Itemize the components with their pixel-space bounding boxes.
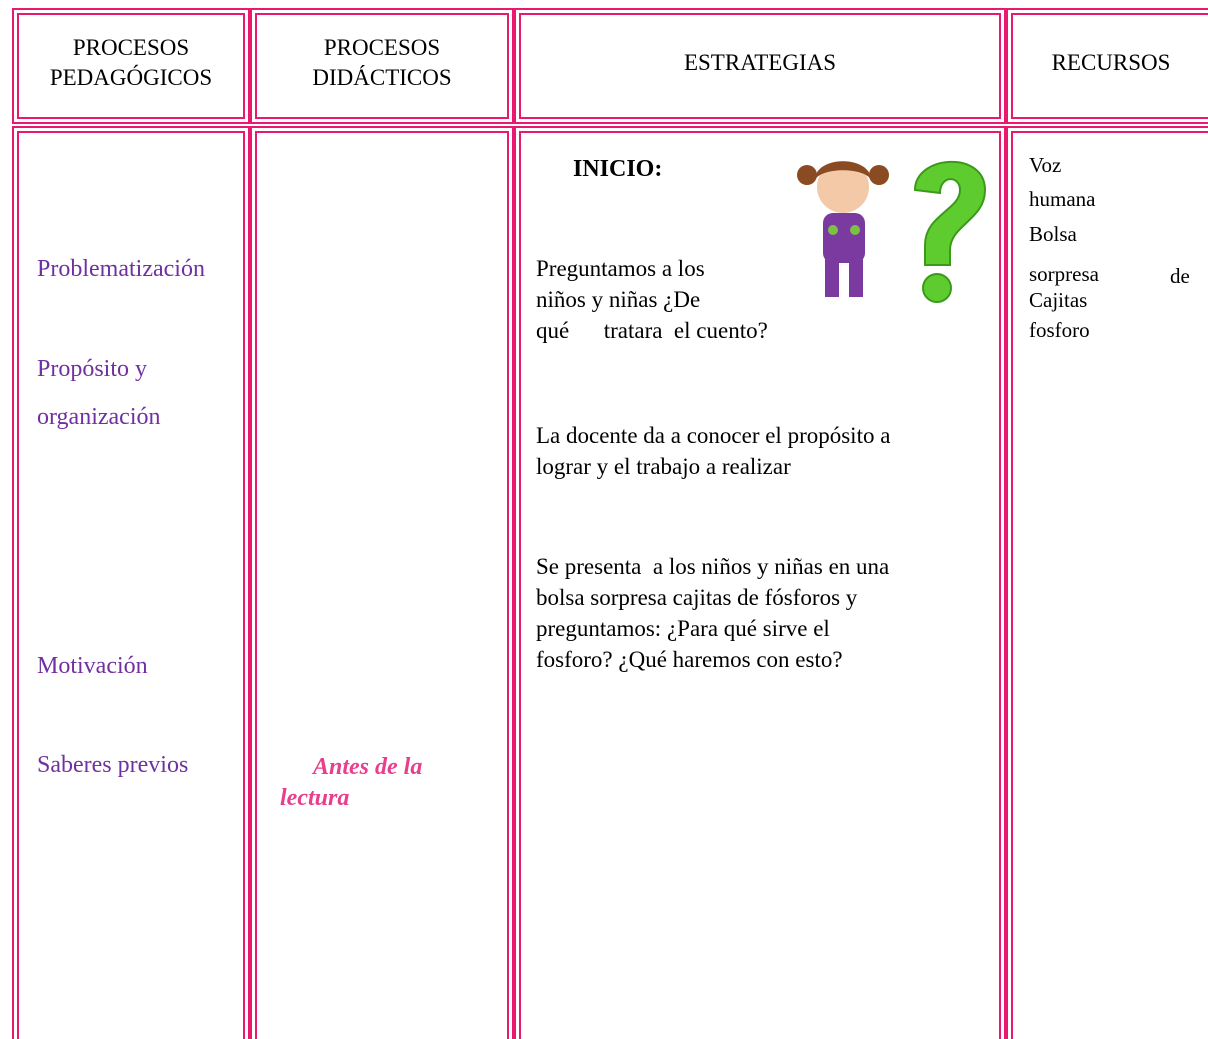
strategy-text: lograr y el trabajo a realizar [536, 454, 791, 479]
resource-text: Voz [1029, 153, 1062, 177]
header-text: PROCESOS [323, 35, 441, 60]
strategy-text: fosforo? ¿Qué haremos con esto? [536, 647, 843, 672]
process-label: Antes de la [313, 754, 423, 780]
header-text: RECURSOS [1051, 50, 1171, 75]
resource-text: fosforo [1029, 318, 1090, 342]
strategy-text: La docente da a conocer el propósito a [536, 423, 891, 448]
resource-text: Bolsa [1029, 222, 1077, 246]
resource-text: humana [1029, 187, 1096, 211]
header-text: ESTRATEGIAS [683, 50, 837, 75]
process-label: Motivación [37, 653, 148, 679]
question-illustration [797, 160, 987, 303]
process-label: Problematización [37, 256, 205, 282]
strategy-text: Preguntamos a los [536, 256, 705, 281]
resource-text: de [1170, 264, 1190, 288]
resource-text: Cajitas [1029, 288, 1088, 312]
process-label: Saberes previos [37, 752, 189, 778]
body-cell [12, 126, 250, 1039]
body-cell [1006, 126, 1208, 1039]
resource-text: sorpresa [1029, 262, 1099, 286]
header-cell [250, 8, 514, 124]
strategy-text: bolsa sorpresa cajitas de fósforos y [536, 585, 858, 610]
body-cell [514, 126, 1006, 1039]
section-heading: INICIO: [573, 156, 663, 182]
header-cell [1006, 8, 1208, 124]
header-text: PROCESOS [72, 35, 190, 60]
header-cell [12, 8, 250, 124]
header-text: DIDÁCTICOS [312, 65, 452, 90]
strategy-text: niños y niñas ¿De [536, 287, 701, 312]
strategy-text: qué tratara el cuento? [536, 318, 768, 343]
process-label: organización [37, 404, 161, 430]
header-text: PEDAGÓGICOS [49, 65, 213, 90]
process-label: lectura [280, 785, 350, 811]
strategy-text: preguntamos: ¿Para qué sirve el [536, 616, 830, 641]
body-cell [250, 126, 514, 1039]
process-label: Propósito y [37, 356, 148, 382]
header-cell [514, 8, 1006, 124]
strategy-text: Se presenta a los niños y niñas en una [536, 554, 890, 579]
